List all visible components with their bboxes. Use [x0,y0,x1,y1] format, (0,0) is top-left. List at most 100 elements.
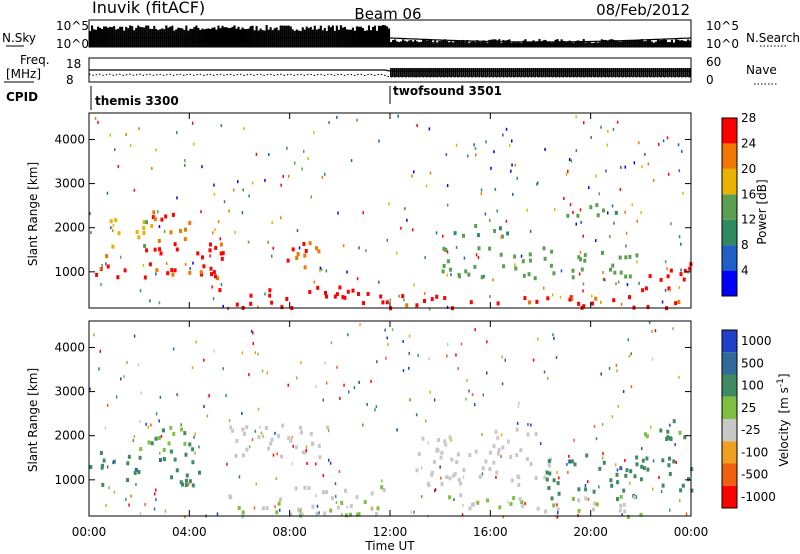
velocity-cell-speckle [159,451,161,455]
power-cell [357,292,360,296]
velocity-cell-speckle [155,412,158,416]
nsky-bar [412,41,415,47]
power-cell-speckle [489,218,491,222]
velocity-cell [672,459,676,464]
power-cell-speckle [429,171,432,175]
power-cell [286,258,290,263]
nave-bar [562,68,565,77]
power-cell-speckle [568,158,571,161]
nsky-bar [620,41,623,47]
power-cell-speckle [666,136,669,140]
power-cell [308,241,312,246]
velocity-cell-speckle [466,378,468,382]
velocity-cell [521,504,525,509]
nsky-bar [255,26,258,47]
nave-bar [544,68,547,77]
power-cell-speckle [626,283,629,287]
power-cell [682,277,686,282]
nave-bar [474,68,477,77]
velocity-cell [277,434,281,439]
nave-bar [654,68,657,77]
power-cell [441,269,445,274]
nsky-bar [688,40,692,47]
power-cell [295,256,299,260]
nsky-bar [552,42,555,47]
nsky-bar [470,41,473,47]
power-cell-speckle [607,129,609,133]
velocity-cell [616,497,619,502]
velocity-cell [453,472,457,476]
power-cell [609,267,612,272]
power-cell-speckle [149,299,151,303]
nsky-bar [604,39,607,47]
velocity-cell-speckle [413,510,415,514]
nsky-bar [297,30,300,47]
velocity-cell-speckle [539,442,542,446]
power-cell-speckle [336,115,338,119]
velocity-cell [595,502,599,507]
power-cell-speckle [386,238,389,242]
nave-bar [516,68,519,77]
power-cell [153,217,157,222]
power-cell-speckle [681,149,683,153]
velocity-cell-speckle [675,460,677,464]
velocity-cell [336,505,340,510]
nave-bar [492,68,495,77]
nsky-bar [622,41,625,47]
nave-bar [576,68,579,77]
power-cell [199,270,203,275]
nave-bar [452,68,455,77]
power-cell [153,247,157,252]
velocity-cell [340,501,344,505]
power-cell-speckle [184,159,186,163]
velocity-cell [231,428,235,433]
nsky-bar [355,26,358,47]
velocity-cell [173,457,177,462]
power-cell [624,255,628,260]
velocity-cell [188,442,192,447]
power-cell [142,220,146,225]
velocity-cell [264,426,268,430]
power-cell-speckle [158,225,161,228]
power-cell [145,220,148,225]
velocity-cell-speckle [556,503,558,507]
power-cell [528,252,532,257]
power-cell [249,293,253,298]
power-cell [674,301,678,306]
nave-bar [558,68,561,77]
velocity-cell [457,477,461,482]
velocity-cell [645,434,649,439]
nave-bar [394,68,396,77]
power-cell [143,275,147,280]
power-cell-speckle [602,277,605,281]
velocity-cell [577,487,581,492]
velocity-cell-speckle [191,366,194,370]
velocity-cell [520,500,524,505]
velocity-cell-speckle [543,370,546,374]
power-cell-speckle [670,222,672,226]
nsky-bar [377,25,381,47]
velocity-cell [492,460,496,465]
velocity-cell [261,506,265,511]
nsky-bar [139,26,142,47]
nsky-bar [89,30,92,47]
colorbar-tick-label: 8 [741,238,749,252]
nsky-bar [538,39,541,47]
nsky-tick-bottom: 10^0 [56,37,89,51]
nsky-bar [432,42,435,47]
nsky-bar [428,39,431,47]
power-cell [576,213,580,218]
nave-bar [446,68,448,77]
power-cell-speckle [350,159,353,163]
nave-bar [498,68,501,77]
power-cell-speckle [319,266,322,270]
power-cell [343,295,347,300]
power-cell-speckle [313,280,316,284]
velocity-cell [645,456,649,461]
velocity-cell-speckle [187,482,190,486]
time-axis-label: Time UT [364,539,415,553]
velocity-cell-speckle [486,340,488,344]
power-cell-speckle [119,255,122,259]
power-cell-speckle [489,295,491,298]
velocity-cell-speckle [518,401,520,405]
